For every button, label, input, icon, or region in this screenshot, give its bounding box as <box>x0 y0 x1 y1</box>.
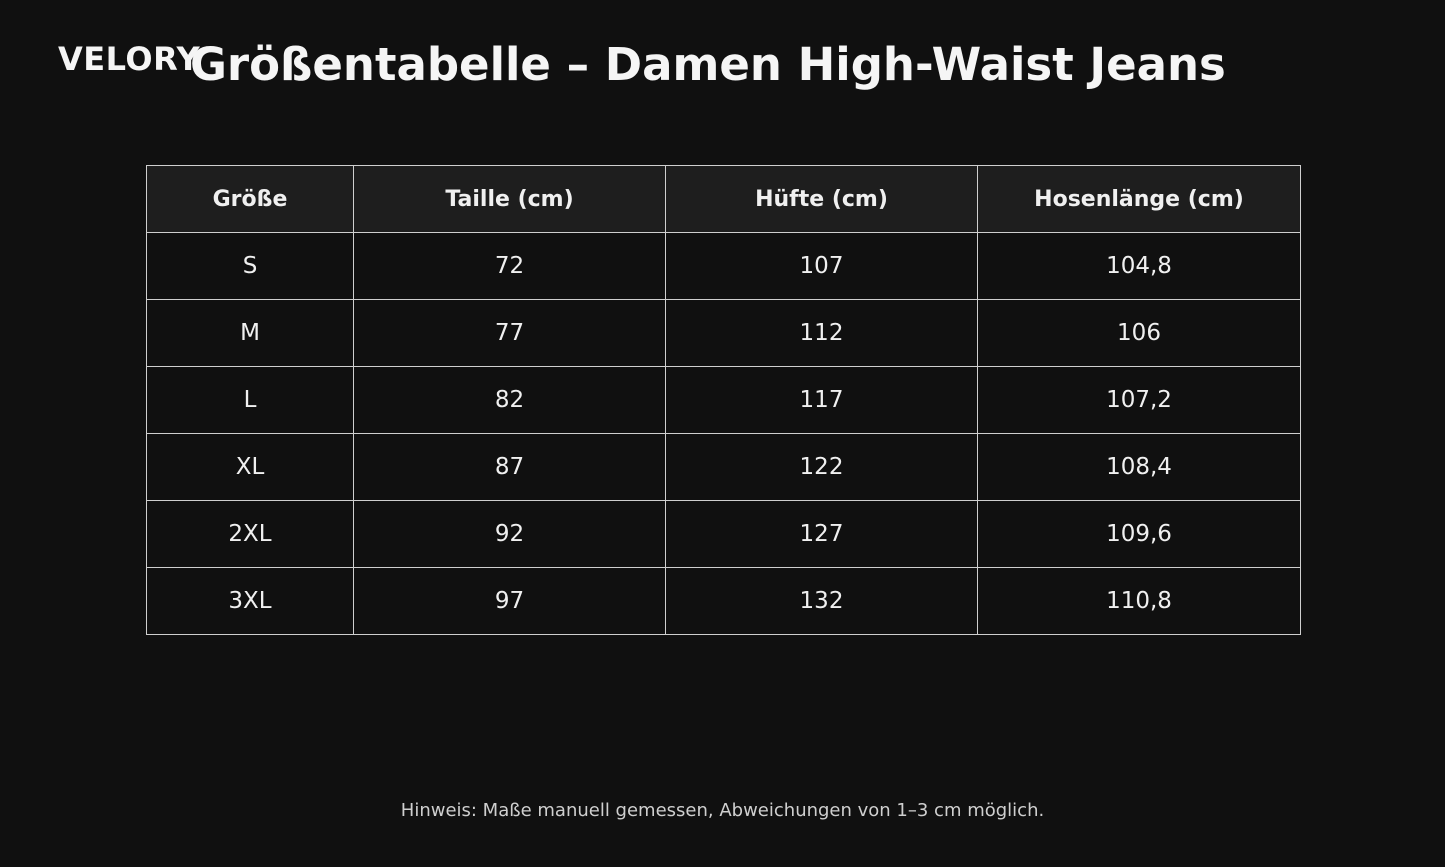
cell-length: 106 <box>977 299 1301 367</box>
cell-hip: 122 <box>665 433 978 501</box>
cell-waist: 92 <box>353 500 666 568</box>
size-table: Größe Taille (cm) Hüfte (cm) Hosenlänge … <box>146 165 1301 635</box>
cell-length: 104,8 <box>977 232 1301 300</box>
table-row: 3XL 97 132 110,8 <box>146 567 1301 635</box>
table-header-row: Größe Taille (cm) Hüfte (cm) Hosenlänge … <box>146 165 1301 233</box>
cell-length: 110,8 <box>977 567 1301 635</box>
page-title: Größentabelle – Damen High-Waist Jeans <box>190 38 1226 91</box>
cell-waist: 82 <box>353 366 666 434</box>
cell-size: S <box>146 232 354 300</box>
cell-size: 2XL <box>146 500 354 568</box>
cell-hip: 117 <box>665 366 978 434</box>
header-size: Größe <box>146 165 354 233</box>
header-length: Hosenlänge (cm) <box>977 165 1301 233</box>
header-waist: Taille (cm) <box>353 165 666 233</box>
table-row: XL 87 122 108,4 <box>146 433 1301 501</box>
cell-length: 108,4 <box>977 433 1301 501</box>
cell-waist: 87 <box>353 433 666 501</box>
cell-hip: 127 <box>665 500 978 568</box>
cell-waist: 72 <box>353 232 666 300</box>
cell-hip: 107 <box>665 232 978 300</box>
cell-length: 107,2 <box>977 366 1301 434</box>
cell-waist: 97 <box>353 567 666 635</box>
table-row: L 82 117 107,2 <box>146 366 1301 434</box>
header-hip: Hüfte (cm) <box>665 165 978 233</box>
footnote: Hinweis: Maße manuell gemessen, Abweichu… <box>400 800 1045 821</box>
cell-size: 3XL <box>146 567 354 635</box>
cell-size: L <box>146 366 354 434</box>
table-row: S 72 107 104,8 <box>146 232 1301 300</box>
cell-hip: 132 <box>665 567 978 635</box>
cell-size: M <box>146 299 354 367</box>
table-row: 2XL 92 127 109,6 <box>146 500 1301 568</box>
cell-waist: 77 <box>353 299 666 367</box>
brand-logo: VELORY <box>58 40 201 78</box>
table-row: M 77 112 106 <box>146 299 1301 367</box>
cell-size: XL <box>146 433 354 501</box>
cell-length: 109,6 <box>977 500 1301 568</box>
cell-hip: 112 <box>665 299 978 367</box>
